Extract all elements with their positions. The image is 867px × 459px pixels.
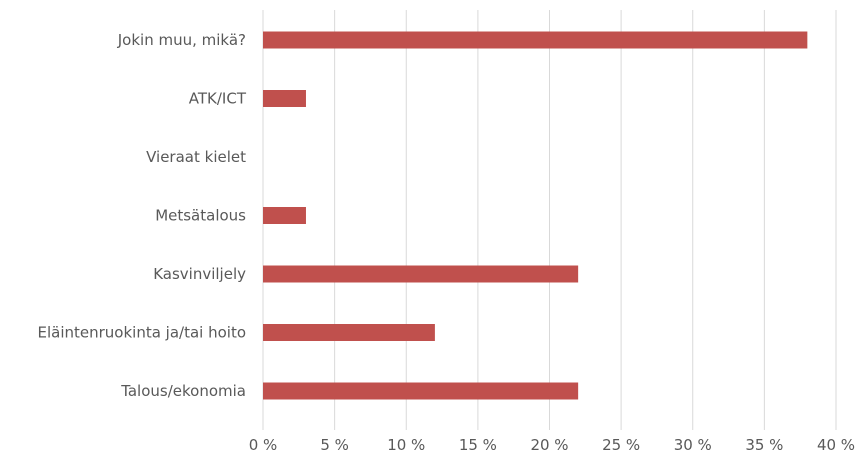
x-tick-label: 25 % — [602, 436, 640, 454]
x-tick-label: 10 % — [387, 436, 425, 454]
category-label: ATK/ICT — [189, 90, 247, 108]
x-tick-label: 30 % — [674, 436, 712, 454]
category-label: Kasvinviljely — [153, 265, 246, 283]
bars — [263, 31, 808, 400]
x-tick-label: 40 % — [817, 436, 855, 454]
bar-5 — [263, 324, 435, 341]
category-label: Metsätalous — [155, 207, 246, 225]
x-tick-label: 15 % — [459, 436, 497, 454]
category-label: Eläintenruokinta ja/tai hoito — [37, 324, 246, 342]
x-tick-label: 5 % — [320, 436, 349, 454]
x-tick-label: 35 % — [745, 436, 783, 454]
x-tick-label: 20 % — [530, 436, 568, 454]
bar-6 — [263, 382, 579, 400]
grid-lines — [262, 10, 837, 430]
x-axis-tick-labels: 0 % 5 % 10 % 15 % 20 % 25 % 30 % 35 % 40 % — [249, 436, 855, 454]
x-tick-label: 0 % — [249, 436, 278, 454]
bar-1 — [263, 90, 306, 107]
category-labels: Jokin muu, mikä? ATK/ICT Vieraat kielet Met… — [37, 31, 246, 400]
bar-3 — [263, 207, 306, 224]
category-label: Jokin muu, mikä? — [117, 31, 246, 49]
bar-0 — [263, 31, 808, 49]
category-label: Talous/ekonomia — [120, 382, 246, 400]
category-label: Vieraat kielet — [146, 148, 246, 166]
bar-4 — [263, 265, 579, 283]
